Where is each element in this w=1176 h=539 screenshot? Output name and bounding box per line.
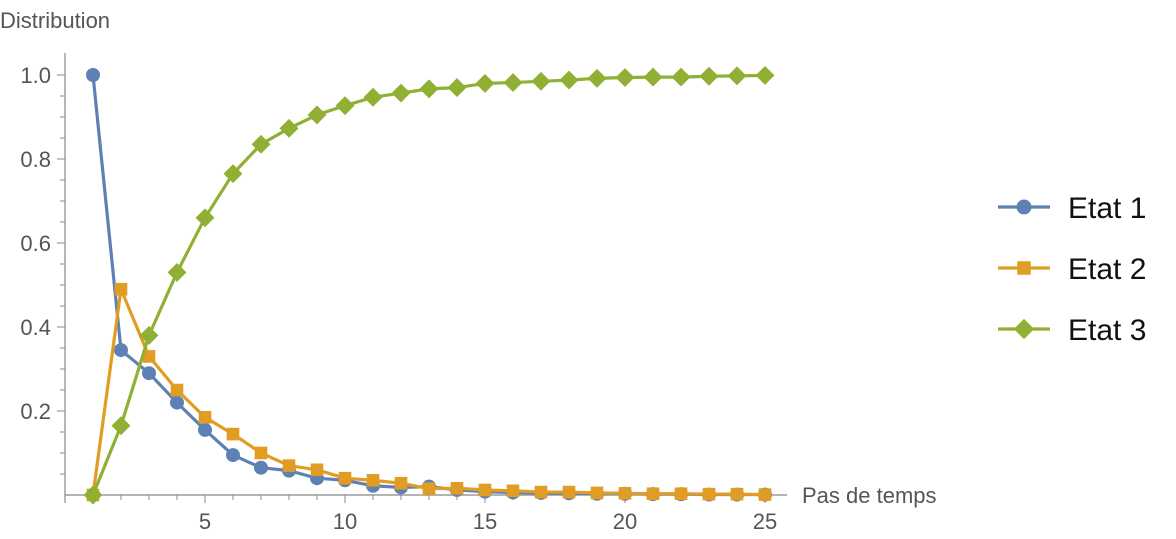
series-2-point [226, 427, 240, 441]
series-2-point [562, 485, 576, 499]
series-3-point [615, 68, 635, 87]
legend-swatch-point [1016, 199, 1032, 215]
series-2-point [114, 282, 128, 296]
series-1-point [86, 68, 100, 82]
series-3 [83, 65, 775, 505]
series-2-point [422, 482, 436, 495]
legend-label: Etat 3 [1068, 314, 1146, 347]
series-1-point [226, 448, 240, 463]
series-2-point [254, 446, 268, 460]
series-2-point [338, 471, 352, 485]
series-1-point [170, 395, 184, 410]
legend-label: Etat 2 [1068, 253, 1146, 286]
series-3-point [223, 164, 243, 184]
x-tick-label: 25 [753, 509, 777, 534]
legend-item-1: Etat 1 [998, 192, 1146, 225]
series-3-point [419, 79, 439, 99]
series-3-point [363, 87, 383, 107]
y-tick-label: 0.8 [20, 147, 51, 172]
y-ticks: 0.2 0.4 0.6 0.8 1.0 [20, 63, 65, 475]
series-3-point [139, 325, 159, 345]
legend: Etat 1 Etat 2 Etat 3 [998, 192, 1146, 347]
legend-item-2: Etat 2 [998, 253, 1146, 286]
series-3-point [167, 262, 187, 282]
series-3-point [755, 65, 775, 85]
series-2-point [506, 484, 520, 498]
series-3-point [111, 416, 131, 436]
series-2-point [730, 487, 744, 501]
y-axis-label: Distribution [0, 8, 110, 33]
series-2-point [618, 487, 632, 500]
y-tick-label: 0.4 [20, 315, 51, 340]
series-2-point [590, 486, 604, 500]
series-3-point [391, 83, 411, 103]
series-3-point [559, 70, 579, 90]
series-2-point [170, 383, 184, 397]
series-3-point [643, 67, 663, 87]
x-tick-label: 10 [333, 509, 357, 534]
series-3-point [475, 73, 495, 93]
series-2-point [758, 488, 772, 501]
series-3-point [531, 71, 551, 91]
series-2-point [534, 485, 548, 499]
x-tick-label: 20 [613, 509, 637, 534]
series-1-point [142, 366, 156, 381]
series-2 [86, 282, 772, 502]
series-3-point [335, 96, 355, 116]
series-2-point [198, 411, 212, 424]
series-3-point [307, 105, 327, 125]
series-1-line [91, 74, 765, 497]
series-2-point [674, 487, 688, 501]
series-1-point [114, 343, 128, 358]
series-3-point [503, 73, 523, 93]
series-3-point [699, 66, 719, 86]
x-tick-label: 5 [199, 509, 211, 534]
series-3-line [91, 73, 766, 496]
series-3-point [447, 78, 467, 98]
series-2-point [142, 350, 156, 363]
series-3-point [671, 67, 691, 87]
series-2-point [450, 481, 464, 495]
series-2-point [478, 483, 492, 497]
series-3-point [195, 208, 215, 228]
x-ticks: 5 10 15 20 25 [92, 495, 777, 534]
x-tick-label: 15 [473, 509, 497, 534]
series-3-point [83, 485, 103, 505]
legend-swatch-point [1017, 261, 1031, 275]
series-1-point [198, 422, 212, 437]
series-2-point [702, 487, 716, 501]
y-tick-label: 1.0 [20, 63, 51, 88]
legend-item-3: Etat 3 [998, 314, 1146, 347]
y-tick-label: 0.2 [20, 399, 51, 424]
axes: 5 10 15 20 25 0.2 0.4 0.6 0.8 1.0 Distribution P… [0, 8, 937, 534]
series-2-point [310, 463, 324, 477]
x-axis-label: Pas de temps [802, 483, 937, 508]
series-3-point [727, 66, 747, 86]
y-tick-label: 0.6 [20, 231, 51, 256]
series-1-point [254, 460, 268, 475]
series-2-line [91, 287, 766, 497]
series-2-point [366, 474, 380, 487]
series-3-point [587, 68, 607, 88]
series-3-point [251, 134, 271, 154]
series-2-point [646, 487, 660, 501]
series-2-point [282, 459, 296, 472]
legend-label: Etat 1 [1068, 192, 1146, 225]
series-3-point [279, 118, 299, 138]
plot-area [83, 65, 775, 505]
series-1 [86, 68, 772, 502]
legend-swatch-point [1013, 318, 1035, 340]
series-2-point [394, 476, 408, 490]
